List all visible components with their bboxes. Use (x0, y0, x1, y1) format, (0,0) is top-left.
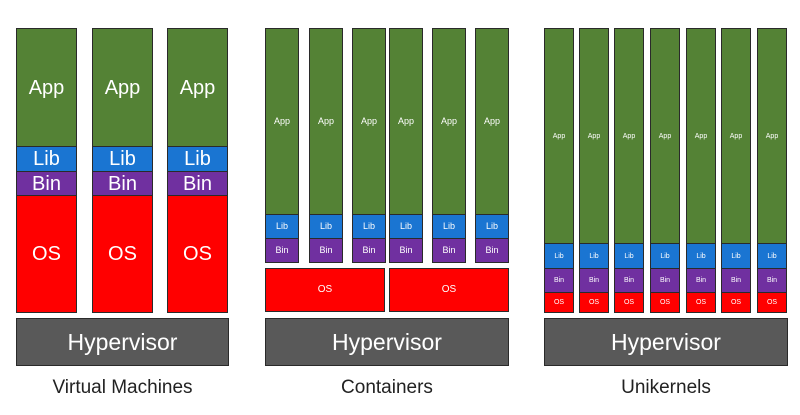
containers-hypervisor-block: Hypervisor (265, 318, 509, 366)
unikernel-bin-block: Bin (757, 268, 787, 293)
container-lib-block: Lib (389, 214, 423, 239)
container-bin-block: Bin (352, 238, 386, 263)
unikernel-lib-block: Lib (614, 243, 644, 269)
unikernel-app-block: App (757, 28, 787, 244)
vm-os-block: OS (16, 195, 77, 313)
vm-app-block: App (92, 28, 153, 147)
unikernel-app-block: App (579, 28, 609, 244)
unikernel-os-block: OS (614, 292, 644, 313)
unikernel-lib-block: Lib (579, 243, 609, 269)
container-bin-block: Bin (389, 238, 423, 263)
unikernel-os-block: OS (650, 292, 680, 313)
container-bin-block: Bin (432, 238, 466, 263)
vm-app-block: App (167, 28, 228, 147)
vm-caption: Virtual Machines (52, 377, 193, 398)
unikernel-os-block: OS (686, 292, 716, 313)
unikernel-bin-block: Bin (614, 268, 644, 293)
container-app-block: App (432, 28, 466, 215)
unikernel-bin-block: Bin (579, 268, 609, 293)
vm-lib-block: Lib (167, 146, 228, 172)
unikernel-app-block: App (721, 28, 751, 244)
vm-bin-block: Bin (167, 171, 228, 196)
container-lib-block: Lib (352, 214, 386, 239)
unikernel-os-block: OS (544, 292, 574, 313)
container-lib-block: Lib (475, 214, 509, 239)
containers-caption: Containers (341, 377, 433, 398)
container-bin-block: Bin (309, 238, 343, 263)
vm-lib-block: Lib (92, 146, 153, 172)
unikernel-app-block: App (544, 28, 574, 244)
unikernel-lib-block: Lib (686, 243, 716, 269)
vm-app-block: App (16, 28, 77, 147)
unikernel-bin-block: Bin (721, 268, 751, 293)
container-lib-block: Lib (309, 214, 343, 239)
container-os-block: OS (265, 268, 385, 312)
unikernel-lib-block: Lib (721, 243, 751, 269)
unikernel-bin-block: Bin (686, 268, 716, 293)
unikernel-bin-block: Bin (650, 268, 680, 293)
unikernels-hypervisor-block: Hypervisor (544, 318, 788, 366)
unikernel-os-block: OS (757, 292, 787, 313)
unikernel-app-block: App (650, 28, 680, 244)
unikernel-lib-block: Lib (544, 243, 574, 269)
container-app-block: App (309, 28, 343, 215)
unikernel-os-block: OS (579, 292, 609, 313)
container-os-block: OS (389, 268, 509, 312)
container-bin-block: Bin (265, 238, 299, 263)
vm-lib-block: Lib (16, 146, 77, 172)
unikernels-caption: Unikernels (621, 377, 711, 398)
unikernel-bin-block: Bin (544, 268, 574, 293)
container-app-block: App (389, 28, 423, 215)
vm-bin-block: Bin (16, 171, 77, 196)
unikernel-os-block: OS (721, 292, 751, 313)
unikernel-app-block: App (686, 28, 716, 244)
unikernel-lib-block: Lib (650, 243, 680, 269)
container-app-block: App (265, 28, 299, 215)
container-lib-block: Lib (432, 214, 466, 239)
container-bin-block: Bin (475, 238, 509, 263)
unikernel-lib-block: Lib (757, 243, 787, 269)
container-lib-block: Lib (265, 214, 299, 239)
vm-bin-block: Bin (92, 171, 153, 196)
vm-hypervisor-block: Hypervisor (16, 318, 229, 366)
container-app-block: App (475, 28, 509, 215)
unikernel-app-block: App (614, 28, 644, 244)
vm-os-block: OS (167, 195, 228, 313)
container-app-block: App (352, 28, 386, 215)
vm-os-block: OS (92, 195, 153, 313)
